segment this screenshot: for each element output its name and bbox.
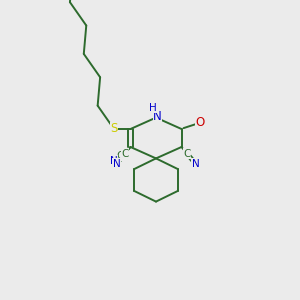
Text: S: S [110,122,118,136]
Text: C: C [121,149,128,159]
Text: N: N [110,156,118,166]
Text: H: H [148,103,156,113]
Text: C: C [184,149,191,159]
Text: N: N [153,110,162,123]
Text: N: N [113,158,121,169]
Text: N: N [191,158,199,169]
Text: C: C [116,151,124,161]
Text: O: O [196,116,205,129]
